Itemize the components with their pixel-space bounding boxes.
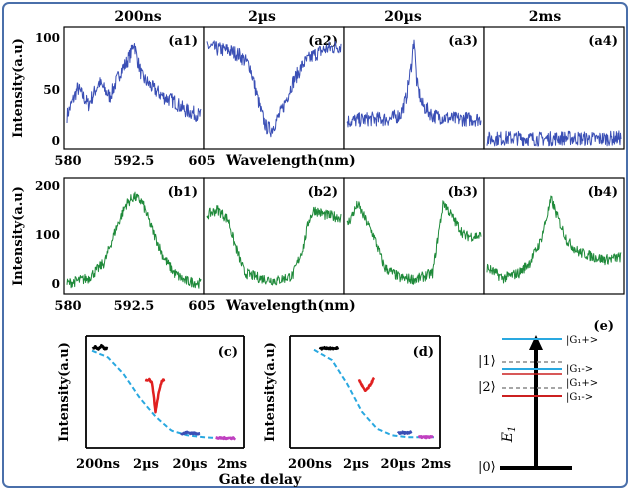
row-b-xtick-605: 605	[188, 299, 215, 314]
panel_c-segment-black	[91, 343, 109, 351]
row-a-ylabel: Intensity(a.u)	[11, 38, 26, 138]
panel-c-xtick-1: 2µs	[133, 457, 159, 472]
panel_d-segment-red	[357, 376, 375, 393]
panel-c-ylabel: Intensity(a.u)	[57, 342, 72, 442]
row-a-ytick-100: 100	[35, 31, 60, 45]
row_b-series-3	[346, 200, 482, 285]
panel-a4-label: (a4)	[588, 34, 618, 49]
panel-d-xtick-0: 200ns	[288, 457, 332, 472]
panel_d-segment-magenta	[417, 435, 434, 440]
panel-c-xtick-3: 2ms	[217, 457, 247, 472]
level-label-1: |G₁+>	[566, 335, 598, 346]
row-b-ylabel: Intensity(a.u)	[11, 186, 26, 286]
panel-b2-frame	[203, 177, 345, 295]
panel-b3-label: (b3)	[448, 185, 478, 200]
row_a-series-4	[486, 130, 622, 147]
level-label-4: |G₁->	[566, 392, 593, 403]
panel-d-xtick-3: 2ms	[421, 457, 451, 472]
row_b-series-4	[486, 195, 622, 284]
panel_c-segment-magenta	[215, 435, 236, 441]
panel-c-label: (c)	[218, 345, 238, 360]
column-title-4: 2ms	[529, 9, 562, 25]
row-a-xtick-592: 592.5	[114, 154, 155, 169]
panel-d-label: (d)	[413, 345, 434, 360]
panel_c-segment-red	[144, 377, 166, 414]
row-b-ytick-200: 200	[35, 179, 60, 193]
panel-d-xtick-1: 2µs	[343, 457, 369, 472]
excitation-arrow-head	[529, 335, 543, 350]
row_a-series-3	[346, 39, 482, 128]
panel-e-label: (e)	[593, 319, 614, 334]
column-title-2: 2µs	[248, 9, 276, 25]
row-b-xlabel: Wavelength(nm)	[225, 298, 356, 314]
panel-a2-label: (a2)	[308, 34, 338, 49]
row-a-xtick-580: 580	[54, 154, 81, 169]
row_b-series-1	[66, 191, 202, 289]
panel-c: (c) Intensity(a.u) 200ns 2µs 20µs 2ms	[57, 335, 247, 472]
panel_c-segment-blue	[179, 430, 201, 436]
panel-c-xtick-2: 20µs	[173, 457, 208, 472]
row-b-xtick-592: 592.5	[114, 299, 155, 314]
panel-d-ylabel: Intensity(a.u)	[263, 342, 278, 442]
traces	[66, 39, 622, 441]
row-b: (b1) (b2) (b3) (b4) 0 100 200 580 592.5 …	[11, 177, 625, 314]
row-a-ytick-0: 0	[52, 134, 60, 148]
ket-2: |2⟩	[478, 380, 496, 395]
panel_d-fit-curve	[313, 348, 434, 439]
ket-0: |0⟩	[478, 460, 496, 475]
level-label-2: |G₁->	[566, 364, 593, 375]
panel-a1-label: (a1)	[168, 34, 198, 49]
row-a-xtick-605: 605	[188, 154, 215, 169]
column-title-1: 200ns	[114, 9, 161, 25]
panel-e: (e) |G₁+> |G₁-> |G₁+> |G₁-> |1⟩ |2⟩ |0⟩ …	[478, 319, 614, 475]
panel-b4-label: (b4)	[588, 185, 618, 200]
panel-a4-frame	[483, 26, 625, 150]
panel_d-segment-blue	[396, 430, 413, 436]
level-label-3: |G₁+>	[566, 378, 598, 389]
panel-d: (d) Intensity(a.u) 200ns 2µs 20µs 2ms	[263, 335, 451, 472]
row-b-xtick-580: 580	[54, 299, 81, 314]
row_a-series-1	[66, 43, 202, 124]
panel_c-fit-curve	[91, 349, 235, 440]
panel-b2-label: (b2)	[308, 185, 338, 200]
panel-c-xtick-0: 200ns	[76, 457, 120, 472]
row-a: 200ns 2µs 20µs 2ms (a1) (a2) (a3) (a4) 0…	[11, 9, 625, 169]
panel-d-xtick-2: 20µs	[381, 457, 416, 472]
panel_d-segment-black	[318, 345, 340, 351]
energy-axis-label: E1	[500, 426, 518, 444]
row-a-ytick-50: 50	[43, 83, 60, 97]
row-b-ytick-100: 100	[35, 228, 60, 242]
ket-1: |1⟩	[478, 354, 496, 369]
panel-a3-label: (a3)	[448, 34, 478, 49]
row-b-ytick-0: 0	[52, 277, 60, 291]
row_a-series-2	[206, 40, 342, 138]
panel-b3-frame	[343, 177, 485, 295]
column-title-3: 20µs	[384, 9, 422, 25]
row_b-series-2	[206, 205, 342, 286]
panel-b1-label: (b1)	[168, 185, 198, 200]
gate-delay-label: Gate delay	[219, 472, 302, 488]
row-a-xlabel: Wavelength(nm)	[225, 153, 356, 169]
